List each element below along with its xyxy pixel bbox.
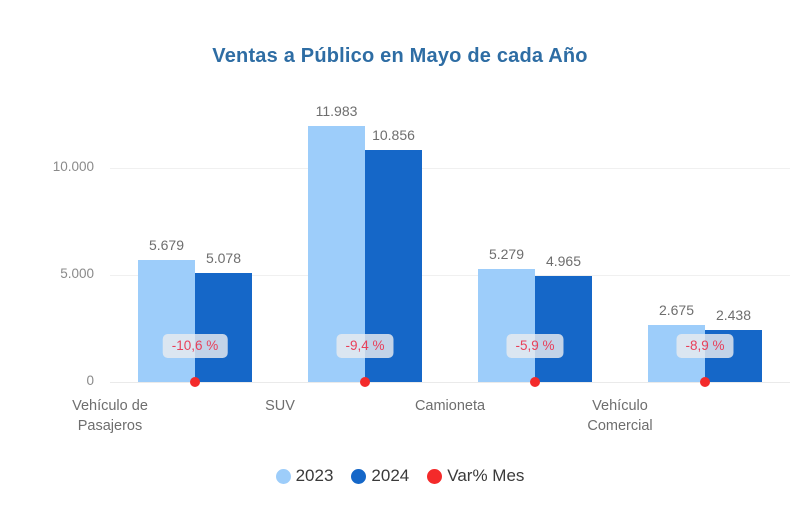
variation-badge: -5,9 % [506, 334, 564, 358]
x-axis-category-label: SUV [195, 396, 365, 416]
legend-item[interactable]: 2024 [351, 466, 409, 486]
x-axis-category-label: Vehículo Comercial [535, 396, 705, 436]
legend-swatch-icon [427, 468, 443, 484]
variation-marker-dot[interactable] [700, 377, 710, 387]
y-axis-tick-label: 0 [86, 373, 94, 388]
category-label-line: Pasajeros [77, 418, 143, 434]
bar-2024[interactable] [195, 273, 252, 382]
legend-swatch-icon [351, 468, 367, 484]
chart-legend: 2023 2024 Var% Mes [0, 466, 800, 486]
legend-item[interactable]: Var% Mes [427, 466, 524, 486]
legend-item-label: 2023 [295, 466, 334, 485]
legend-item-label: 2024 [371, 466, 410, 485]
bar-value-label-2024: 10.856 [372, 126, 415, 143]
bar-2023[interactable] [478, 269, 535, 382]
legend-item-label: Var% Mes [447, 466, 525, 485]
gridline [110, 382, 790, 383]
gridline [110, 167, 790, 169]
variation-marker-dot[interactable] [360, 377, 370, 387]
category-label-line: SUV [265, 398, 295, 414]
legend-item[interactable]: 2023 [275, 466, 334, 486]
x-axis-category-label: Vehículo de Pasajeros [25, 396, 195, 436]
bar-2023[interactable] [138, 260, 195, 382]
category-label-line: Comercial [587, 418, 653, 434]
gridline [110, 274, 790, 276]
variation-badge: -9,4 % [336, 334, 394, 358]
variation-marker-dot[interactable] [530, 377, 540, 387]
x-axis-category-label: Camioneta [365, 396, 535, 416]
plot-area: 5.679 5.078 -10,6 % 11.983 10.856 -9,4 % 5.279… [110, 103, 790, 387]
category-label-line: Vehículo de [72, 398, 148, 414]
variation-badge: -8,9 % [676, 334, 734, 358]
variation-badge: -10,6 % [162, 334, 228, 358]
bar-2024[interactable] [535, 275, 592, 382]
bar-value-label-2024: 5.078 [205, 250, 242, 267]
chart-title: Ventas a Público en Mayo de cada Año [212, 45, 588, 67]
bar-value-label-2023: 2.675 [658, 301, 695, 318]
bar-value-label-2023: 11.983 [315, 102, 358, 119]
y-axis-tick-label: 5.000 [60, 265, 94, 281]
y-axis-tick-label: 10.000 [52, 158, 94, 174]
legend-swatch-icon [275, 468, 291, 484]
category-label-line: Vehículo [592, 398, 648, 414]
bar-value-label-2024: 2.438 [715, 306, 752, 323]
bar-value-label-2023: 5.679 [148, 237, 185, 254]
bar-value-label-2023: 5.279 [488, 245, 525, 262]
bar-value-label-2024: 4.965 [545, 252, 582, 269]
category-label-line: Camioneta [414, 398, 486, 414]
variation-marker-dot[interactable] [190, 377, 200, 387]
